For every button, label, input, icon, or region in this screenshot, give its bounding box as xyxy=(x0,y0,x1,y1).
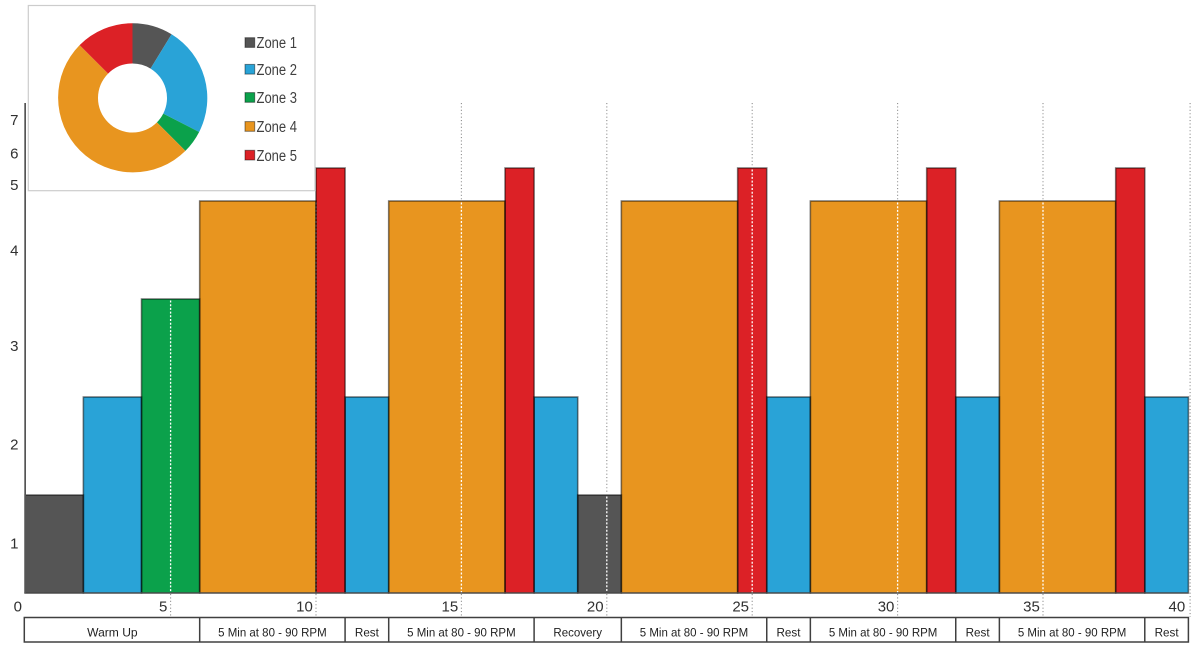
svg-text:Rest: Rest xyxy=(966,625,991,639)
svg-text:1: 1 xyxy=(10,536,18,553)
svg-text:Zone 1: Zone 1 xyxy=(257,35,298,52)
svg-text:7: 7 xyxy=(10,112,18,129)
svg-text:5 Min at 80 - 90 RPM: 5 Min at 80 - 90 RPM xyxy=(829,625,938,639)
svg-text:3: 3 xyxy=(10,338,18,355)
svg-text:Zone 3: Zone 3 xyxy=(257,90,298,107)
svg-text:15: 15 xyxy=(442,599,459,616)
svg-text:5: 5 xyxy=(159,599,167,616)
svg-text:10: 10 xyxy=(296,599,313,616)
svg-text:4: 4 xyxy=(10,242,18,259)
svg-text:Rest: Rest xyxy=(1155,625,1180,639)
svg-text:Zone 5: Zone 5 xyxy=(257,148,298,165)
svg-text:Rest: Rest xyxy=(355,625,380,639)
svg-text:Zone 4: Zone 4 xyxy=(257,119,298,136)
svg-text:35: 35 xyxy=(1023,599,1040,616)
svg-text:20: 20 xyxy=(587,599,604,616)
svg-text:5 Min at 80 - 90 RPM: 5 Min at 80 - 90 RPM xyxy=(407,625,516,639)
svg-text:5: 5 xyxy=(10,177,18,194)
svg-text:Warm Up: Warm Up xyxy=(87,625,138,639)
svg-text:0: 0 xyxy=(14,599,22,616)
svg-text:30: 30 xyxy=(878,599,895,616)
svg-text:5 Min at 80 - 90 RPM: 5 Min at 80 - 90 RPM xyxy=(1018,625,1127,639)
svg-text:2: 2 xyxy=(10,436,18,453)
svg-text:6: 6 xyxy=(10,145,18,162)
svg-text:Recovery: Recovery xyxy=(553,625,602,639)
svg-text:40: 40 xyxy=(1169,599,1186,616)
svg-text:5 Min at 80 - 90 RPM: 5 Min at 80 - 90 RPM xyxy=(218,625,327,639)
svg-text:Rest: Rest xyxy=(777,625,802,639)
svg-text:Zone 2: Zone 2 xyxy=(257,62,298,79)
svg-text:5 Min at 80 - 90 RPM: 5 Min at 80 - 90 RPM xyxy=(640,625,749,639)
svg-text:25: 25 xyxy=(732,599,749,616)
